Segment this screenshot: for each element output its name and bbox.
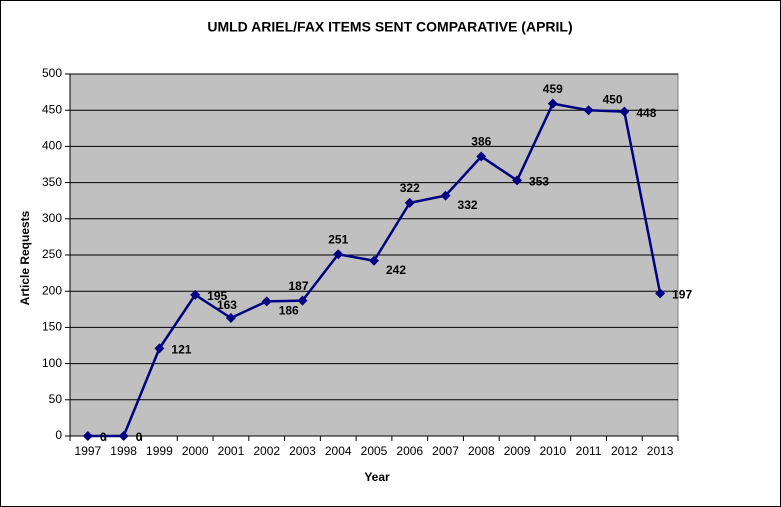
y-tick-label: 500 [42,66,62,80]
value-label: 322 [400,181,420,195]
marker [619,106,630,117]
value-label: 459 [543,82,563,96]
x-tick-label: 2007 [432,444,459,458]
value-label: 121 [171,343,191,357]
value-label: 448 [636,106,656,120]
x-tick-label: 2000 [182,444,209,458]
x-tick-label: 2006 [396,444,423,458]
marker [583,105,594,116]
marker [261,296,272,307]
marker [547,98,558,109]
value-label: 187 [288,279,308,293]
x-tick-label: 2001 [218,444,245,458]
value-label: 195 [207,289,227,303]
marker [512,175,523,186]
value-label: 186 [279,304,299,318]
marker [333,249,344,260]
value-label: 0 [100,430,107,444]
marker [440,190,451,201]
marker [476,151,487,162]
value-label: 332 [458,198,478,212]
y-tick-label: 100 [42,356,62,370]
value-label: 242 [386,263,406,277]
value-label: 163 [217,298,237,312]
x-tick-label: 2009 [504,444,531,458]
x-tick-label: 2012 [611,444,638,458]
value-label: 353 [529,175,549,189]
marker [369,255,379,266]
x-tick-label: 1997 [75,444,102,458]
marker [82,431,93,441]
x-tick-label: 2003 [289,444,316,458]
y-tick-label: 200 [42,283,62,297]
value-label: 251 [328,232,348,246]
y-tick-label: 50 [49,392,63,406]
chart-title: UMLD ARIEL/FAX ITEMS SENT COMPARATIVE (A… [207,19,572,35]
y-axis-title: Article Requests [18,210,32,305]
marker [118,431,129,441]
x-tick-label: 2005 [361,444,388,458]
y-tick-label: 150 [42,320,62,334]
x-tick-label: 1999 [146,444,173,458]
x-tick-label: 2011 [576,444,602,458]
marker [225,312,236,323]
marker [297,295,308,306]
x-tick-label: 2013 [647,444,674,458]
value-label: 386 [471,135,491,149]
y-tick-label: 450 [42,102,62,116]
x-axis-title: Year [364,470,390,484]
marker [404,197,415,208]
x-tick-label: 2010 [539,444,566,458]
marker [655,288,666,299]
x-tick-label: 2004 [325,444,352,458]
y-tick-label: 300 [42,211,62,225]
marker [190,289,201,300]
x-tick-label: 1998 [110,444,137,458]
marker [154,343,165,354]
y-tick-label: 0 [55,428,62,442]
y-tick-label: 350 [42,175,62,189]
value-label: 450 [603,92,623,106]
value-label: 197 [672,288,692,302]
y-tick-label: 400 [42,139,62,153]
x-tick-label: 2002 [253,444,280,458]
x-tick-label: 2008 [468,444,495,458]
y-tick-label: 250 [42,247,62,261]
value-label: 0 [136,430,143,444]
